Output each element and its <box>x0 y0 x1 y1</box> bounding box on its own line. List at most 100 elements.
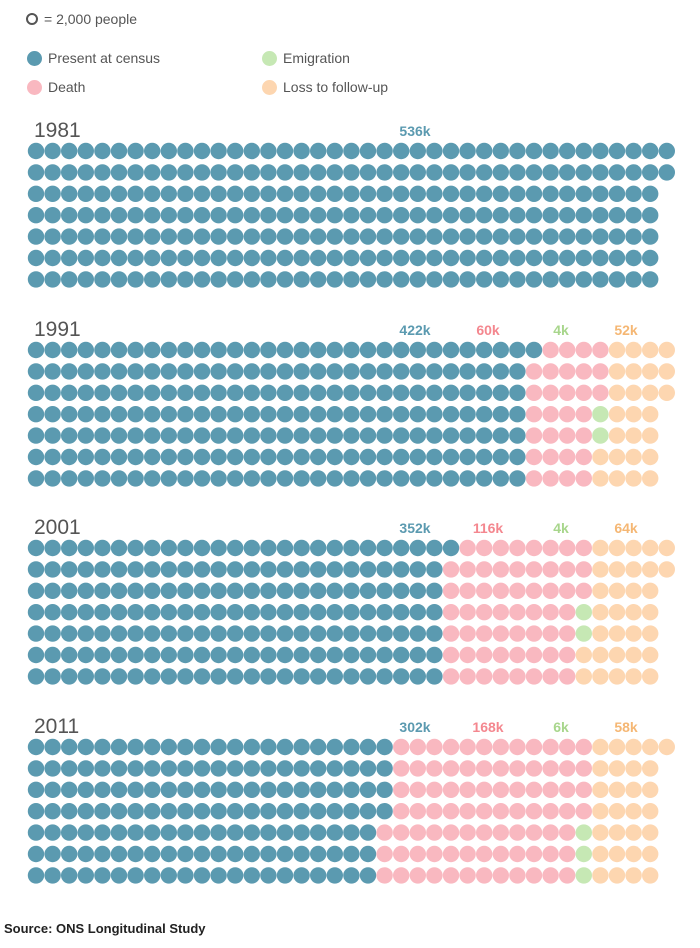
present-dot <box>642 228 659 245</box>
present-dot <box>326 249 343 267</box>
present-dot <box>160 625 177 642</box>
present-dot <box>442 228 460 245</box>
present-dot <box>193 845 211 863</box>
present-dot <box>127 384 144 401</box>
present-dot <box>227 207 244 224</box>
present-dot <box>326 867 343 884</box>
present-dot <box>343 406 360 423</box>
present-dot <box>310 448 327 466</box>
present-dot <box>193 781 211 798</box>
present-dot <box>77 539 95 557</box>
present-dot <box>227 668 244 685</box>
present-dot <box>476 406 493 423</box>
death-dot <box>542 363 559 380</box>
present-dot <box>260 185 277 202</box>
present-dot <box>343 845 360 863</box>
present-dot <box>642 207 659 224</box>
present-dot <box>227 427 244 444</box>
present-dot <box>44 142 61 160</box>
present-dot <box>193 406 211 423</box>
loss-dot <box>642 845 659 863</box>
present-dot <box>359 781 377 798</box>
value-label-emigration-1991: 4k <box>553 322 569 338</box>
present-dot <box>592 271 609 288</box>
death-dot <box>442 646 460 664</box>
present-dot <box>492 249 509 267</box>
present-dot <box>393 604 410 621</box>
present-dot <box>293 448 310 466</box>
present-dot <box>44 539 61 557</box>
present-dot <box>310 738 327 756</box>
death-dot <box>575 363 592 380</box>
present-dot <box>276 824 294 841</box>
present-dot <box>260 668 277 685</box>
present-dot <box>94 448 111 466</box>
loss-dot <box>608 582 626 599</box>
present-dot <box>608 164 626 181</box>
death-dot <box>476 803 493 820</box>
present-dot <box>60 249 78 267</box>
death-dot <box>492 561 509 578</box>
death-dot <box>376 824 393 841</box>
present-dot <box>110 185 128 202</box>
present-dot <box>276 341 294 359</box>
present-dot <box>127 164 144 181</box>
present-dot <box>144 427 161 444</box>
death-dot <box>492 803 509 820</box>
present-dot <box>276 539 294 557</box>
present-dot <box>343 824 360 841</box>
loss-dot <box>592 448 609 466</box>
loss-dot <box>608 760 626 777</box>
present-dot <box>27 142 45 160</box>
present-dot <box>409 625 426 642</box>
present-dot <box>343 582 360 599</box>
present-dot <box>326 561 343 578</box>
present-dot <box>193 646 211 664</box>
present-dot <box>525 185 543 202</box>
present-dot <box>160 363 177 380</box>
loss-dot <box>625 406 642 423</box>
present-dot <box>210 781 227 798</box>
present-dot <box>343 341 360 359</box>
present-dot <box>376 760 393 777</box>
present-dot <box>276 561 294 578</box>
present-dot <box>210 867 227 884</box>
present-dot <box>243 561 260 578</box>
present-dot <box>376 561 393 578</box>
loss-dot <box>642 406 659 423</box>
present-dot <box>44 625 61 642</box>
present-dot <box>177 341 194 359</box>
present-dot <box>193 738 211 756</box>
death-dot <box>459 781 476 798</box>
emigration-dot <box>575 824 592 841</box>
present-dot <box>476 142 493 160</box>
death-dot <box>426 781 443 798</box>
present-dot <box>376 448 393 466</box>
present-dot <box>326 271 343 288</box>
present-dot <box>144 207 161 224</box>
death-dot <box>426 845 443 863</box>
death-dot <box>509 738 526 756</box>
present-dot <box>260 341 277 359</box>
present-dot <box>459 406 476 423</box>
present-dot <box>509 470 526 487</box>
present-dot <box>575 185 592 202</box>
present-dot <box>160 760 177 777</box>
death-dot <box>442 668 460 685</box>
present-dot <box>409 228 426 245</box>
legend-loss-label: Loss to follow-up <box>283 79 389 95</box>
present-dot <box>293 271 310 288</box>
loss-dot <box>625 845 642 863</box>
value-label-death-2011: 168k <box>472 719 503 735</box>
present-dot <box>276 448 294 466</box>
present-dot <box>127 760 144 777</box>
present-dot <box>608 207 626 224</box>
death-dot <box>575 738 592 756</box>
death-dot <box>542 448 559 466</box>
legend-loss: Loss to follow-up <box>262 79 388 95</box>
present-dot <box>60 164 78 181</box>
present-dot <box>77 760 95 777</box>
present-dot <box>293 625 310 642</box>
present-dot <box>409 406 426 423</box>
loss-dot <box>592 824 609 841</box>
